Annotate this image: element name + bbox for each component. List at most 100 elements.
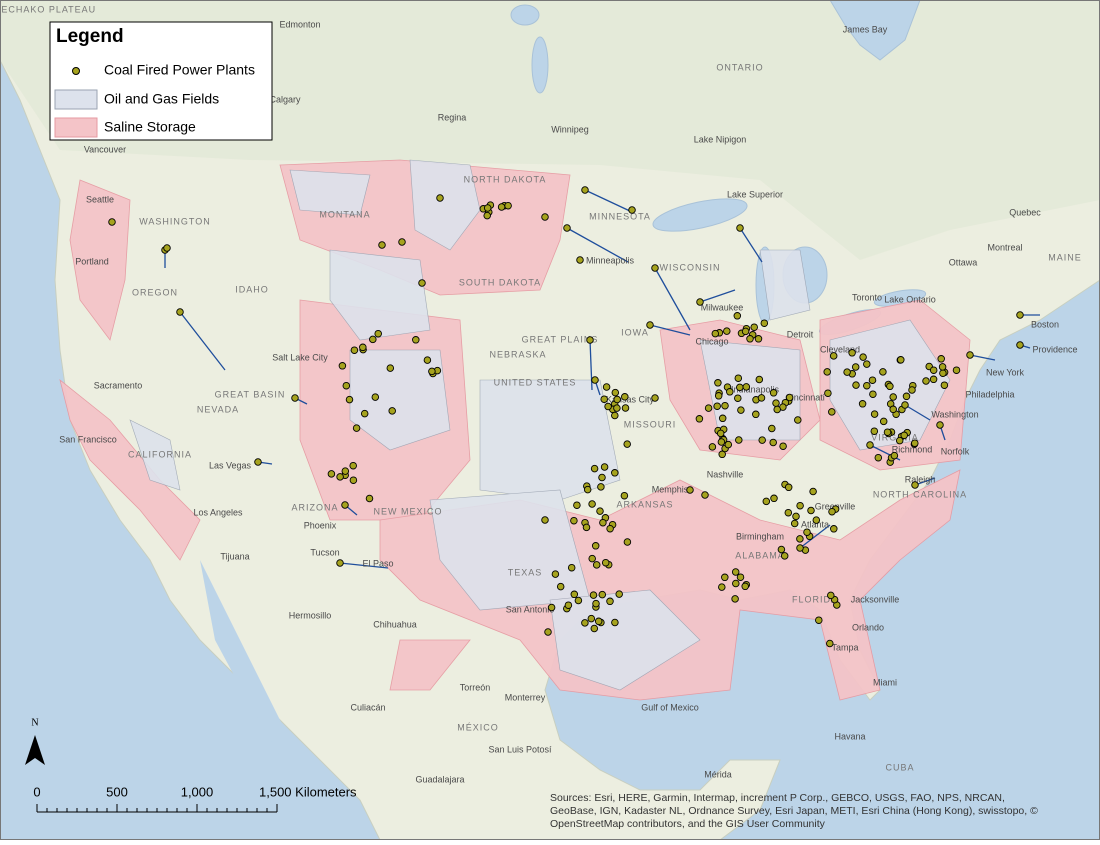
coal-plant bbox=[936, 421, 944, 429]
coal-plant bbox=[769, 438, 777, 447]
place-label: Lake Superior bbox=[727, 189, 783, 199]
coal-plant bbox=[721, 401, 729, 410]
place-label: Montreal bbox=[987, 242, 1022, 252]
coal-plant bbox=[574, 596, 583, 605]
legend-swatch bbox=[72, 67, 80, 75]
coal-plant bbox=[586, 336, 594, 344]
north-arrow: N bbox=[25, 717, 45, 765]
coal-plant bbox=[589, 591, 598, 599]
coal-plant bbox=[602, 383, 611, 391]
coal-plant bbox=[623, 538, 632, 546]
coal-plant bbox=[895, 436, 904, 445]
coal-plant bbox=[388, 407, 396, 415]
place-label: Norfolk bbox=[941, 446, 970, 456]
coal-plant bbox=[736, 224, 744, 232]
coal-plant bbox=[809, 487, 817, 496]
coal-plant bbox=[815, 616, 823, 624]
coal-plant bbox=[374, 329, 382, 338]
coal-plant bbox=[796, 544, 804, 552]
coal-plant bbox=[870, 427, 879, 435]
coal-plant bbox=[599, 518, 607, 527]
coal-plant bbox=[911, 439, 919, 447]
coal-plant bbox=[863, 360, 871, 368]
place-label: Edmonton bbox=[279, 19, 320, 29]
coal-plant bbox=[829, 352, 838, 360]
coal-plant bbox=[591, 376, 599, 384]
coal-plant bbox=[598, 473, 606, 482]
coal-plant bbox=[598, 590, 607, 599]
place-label: Lake Ontario bbox=[884, 294, 936, 304]
place-label: ALABAMA bbox=[735, 550, 785, 560]
coal-plant bbox=[581, 186, 589, 194]
coal-plant bbox=[582, 523, 591, 532]
coal-plant bbox=[587, 614, 596, 623]
place-label: Portland bbox=[75, 256, 109, 266]
coal-plant bbox=[606, 524, 614, 533]
field bbox=[349, 349, 451, 451]
place-label: IOWA bbox=[621, 327, 649, 337]
coal-plant bbox=[929, 375, 938, 384]
coal-plant bbox=[736, 573, 745, 581]
coal-plant bbox=[723, 327, 731, 335]
coal-plant bbox=[596, 507, 604, 515]
coal-plant bbox=[780, 552, 789, 560]
coal-plant bbox=[939, 369, 947, 377]
legend-item: Saline Storage bbox=[104, 119, 196, 135]
attribution-line: GeoBase, IGN, Kadaster NL, Ordnance Surv… bbox=[550, 805, 1038, 817]
coal-plant bbox=[611, 618, 619, 627]
coal-plant bbox=[1016, 341, 1024, 349]
coal-plant bbox=[886, 382, 894, 391]
coal-plant bbox=[436, 194, 444, 202]
coal-plant bbox=[762, 497, 771, 506]
field bbox=[409, 159, 481, 251]
coal-plant bbox=[736, 383, 744, 392]
coal-plant bbox=[349, 461, 357, 470]
place-label: Havana bbox=[834, 731, 865, 741]
place-label: Richmond bbox=[892, 444, 933, 454]
coal-plant bbox=[851, 363, 860, 371]
place-label: Toronto bbox=[852, 292, 882, 302]
coal-plant bbox=[176, 308, 184, 316]
coal-plant bbox=[428, 367, 436, 376]
place-label: Providence bbox=[1032, 344, 1077, 354]
coal-plant bbox=[746, 335, 754, 343]
coal-plant bbox=[497, 203, 506, 211]
coal-plant bbox=[360, 409, 369, 418]
coal-plant bbox=[938, 363, 947, 371]
coal-plant bbox=[863, 381, 871, 390]
scale-bar bbox=[36, 804, 278, 813]
coal-plant bbox=[883, 428, 892, 436]
coal-plant bbox=[902, 392, 911, 401]
place-label: WISCONSIN bbox=[659, 262, 720, 272]
coal-plant bbox=[718, 450, 726, 459]
coal-plant bbox=[760, 319, 769, 327]
leader-line bbox=[739, 227, 763, 263]
coal-plant bbox=[713, 402, 721, 410]
coal-plant bbox=[752, 410, 760, 419]
place-label: MAINE bbox=[1048, 252, 1082, 262]
place-label: Atlanta bbox=[801, 519, 829, 529]
coal-plant bbox=[600, 463, 609, 471]
coal-plant bbox=[769, 389, 778, 397]
coal-plant bbox=[859, 353, 867, 361]
place-label: Detroit bbox=[787, 329, 814, 339]
place-label: OREGON bbox=[132, 287, 178, 297]
field bbox=[129, 419, 181, 491]
coal-plant bbox=[483, 204, 492, 212]
coal-plant bbox=[611, 411, 619, 420]
scale-label: 500 bbox=[106, 784, 128, 799]
place-label: Washington bbox=[931, 409, 978, 419]
coal-plant bbox=[908, 386, 916, 394]
coal-plant bbox=[291, 394, 299, 402]
coal-plant bbox=[718, 583, 726, 591]
coal-plant bbox=[890, 451, 899, 460]
coal-plant bbox=[777, 545, 786, 554]
place-label: Seattle bbox=[86, 194, 114, 204]
scale-label: 1,000 bbox=[181, 784, 214, 799]
coal-plant bbox=[359, 343, 367, 352]
place-label: Milwaukee bbox=[701, 302, 744, 312]
coal-plant bbox=[732, 579, 740, 588]
coal-plant bbox=[868, 376, 877, 384]
coal-plant bbox=[966, 351, 974, 359]
place-label: MISSOURI bbox=[624, 419, 677, 429]
